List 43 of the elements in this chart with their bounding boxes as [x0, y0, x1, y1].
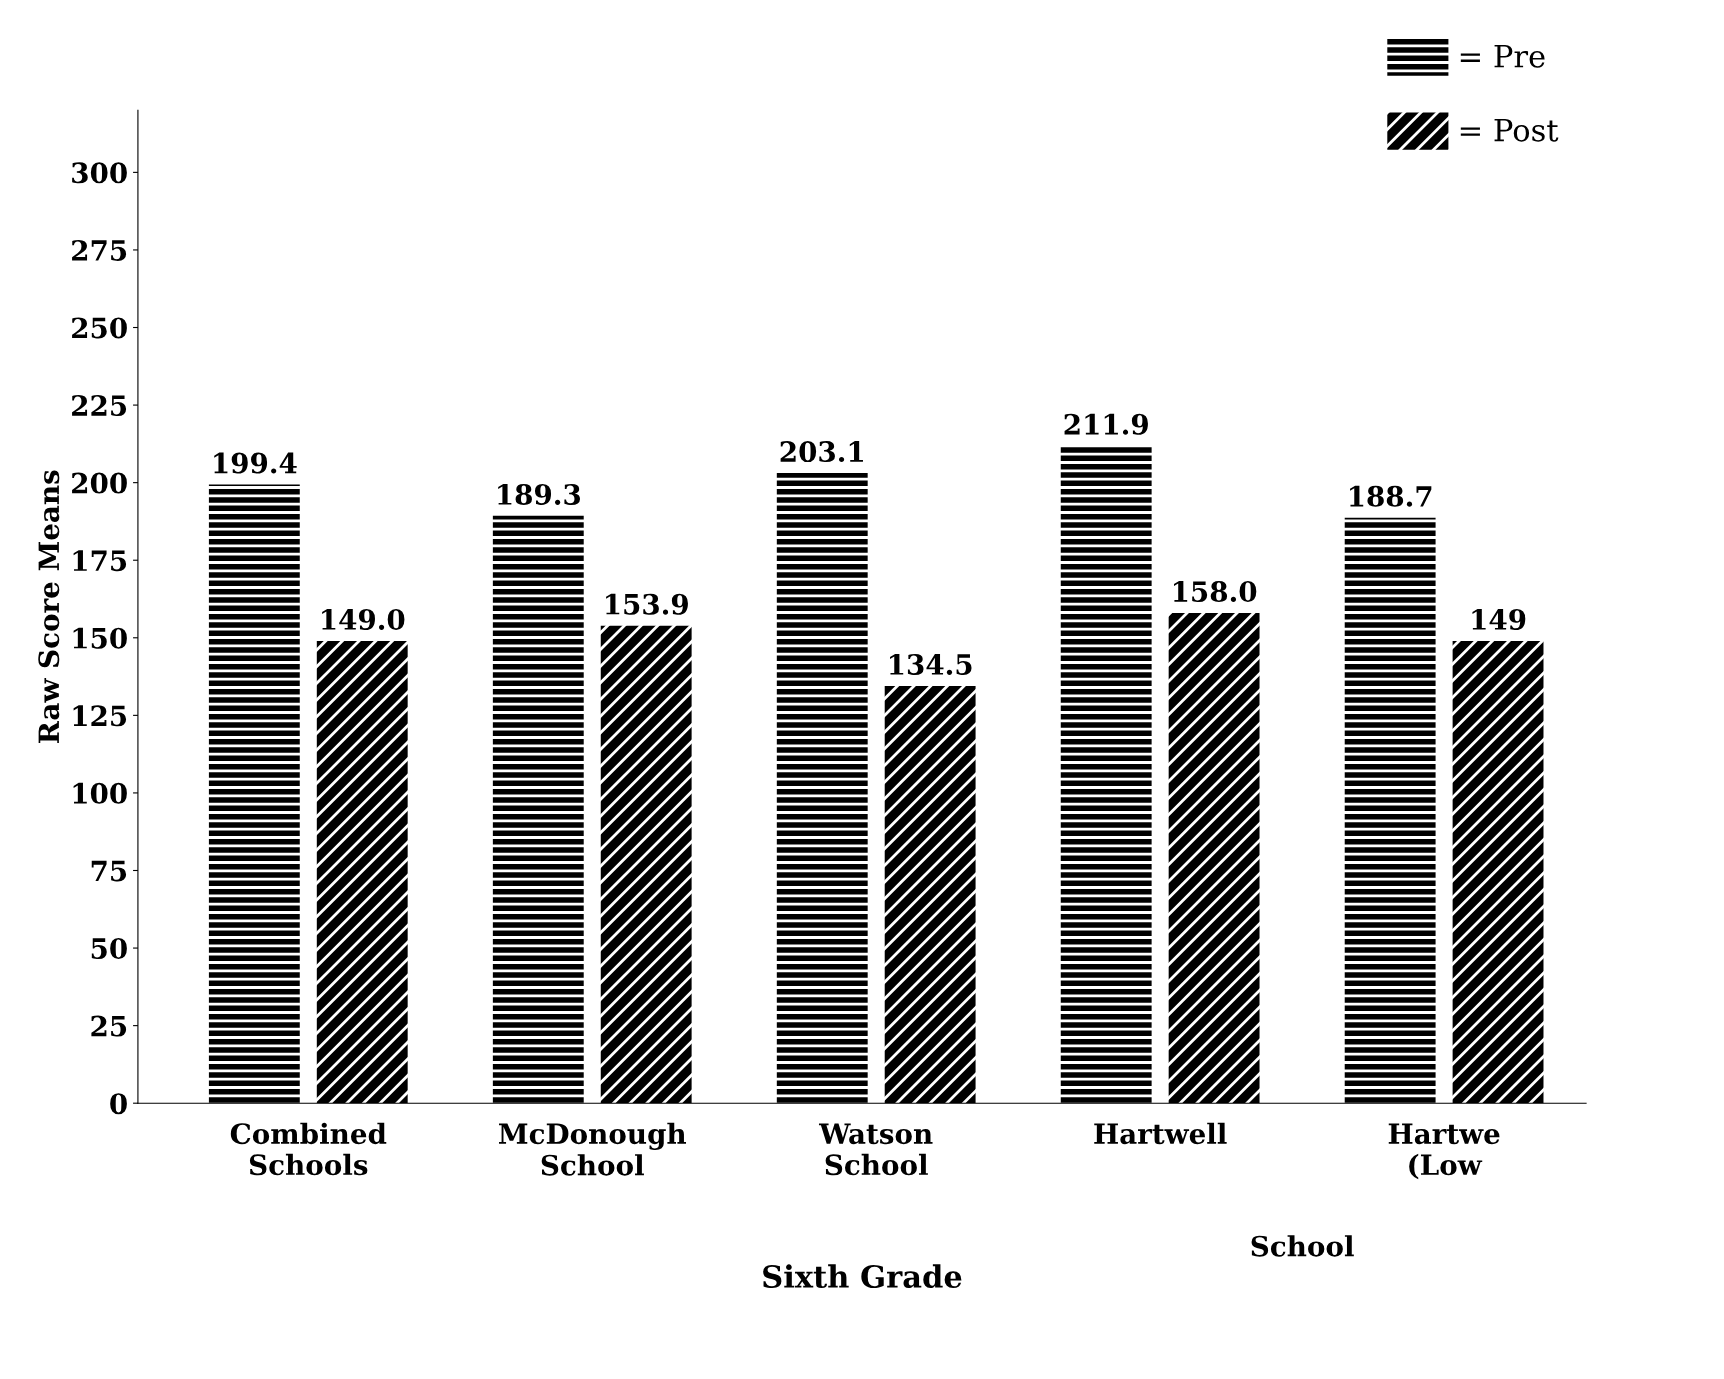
y-tick-label: 25 [91, 1015, 127, 1037]
y-tick-label: 300 [72, 162, 127, 184]
text: School [1251, 1235, 1354, 1257]
y-tick-label: 225 [72, 395, 127, 417]
bar [208, 484, 300, 1104]
bar [1168, 612, 1260, 1104]
y-tick-label: 175 [73, 550, 127, 572]
legend-label: = Post [1460, 118, 1559, 142]
text: 134.5 [890, 653, 972, 675]
bar [316, 640, 408, 1104]
y-tick-label: 275 [72, 239, 127, 261]
text: 189.3 [498, 483, 581, 505]
text: 188.7 [1350, 485, 1432, 507]
y-tick-label: 125 [73, 705, 127, 727]
text: 158.0 [1174, 581, 1257, 603]
text: 203.1 [780, 441, 863, 463]
x-tick-label: Hartwell [1094, 1122, 1227, 1145]
bar [492, 515, 584, 1104]
x-axis-title: Sixth Grade [763, 1264, 962, 1289]
bar [600, 625, 692, 1104]
x-tick-label: Watson School [818, 1123, 933, 1176]
x-tick-label: Hartwe (Low [1388, 1123, 1500, 1180]
text: 211.9 [1064, 413, 1148, 435]
y-tick-label: 100 [73, 782, 127, 804]
y-axis-title: Raw Score Means [38, 470, 60, 743]
bar [1452, 640, 1544, 1104]
y-tick-label: 75 [91, 860, 127, 882]
bar [1344, 517, 1436, 1104]
bar [884, 685, 976, 1104]
y-tick-label: 50 [91, 938, 127, 960]
y-tick-label: 150 [73, 627, 127, 649]
y-tick-label: 0 [110, 1093, 127, 1115]
legend-label: = Pre [1460, 44, 1545, 68]
bar [776, 473, 868, 1104]
text: 153.9 [606, 593, 688, 615]
x-tick-label: McDonough School [499, 1122, 687, 1176]
y-tick-label: 200 [72, 472, 127, 494]
bar [1060, 445, 1152, 1104]
text: 149.0 [322, 608, 405, 630]
text: 149 [1472, 608, 1526, 630]
y-tick-label: 250 [72, 317, 127, 339]
x-tick-label: Combined Schools [230, 1122, 387, 1176]
text: 199.4 [214, 452, 297, 474]
